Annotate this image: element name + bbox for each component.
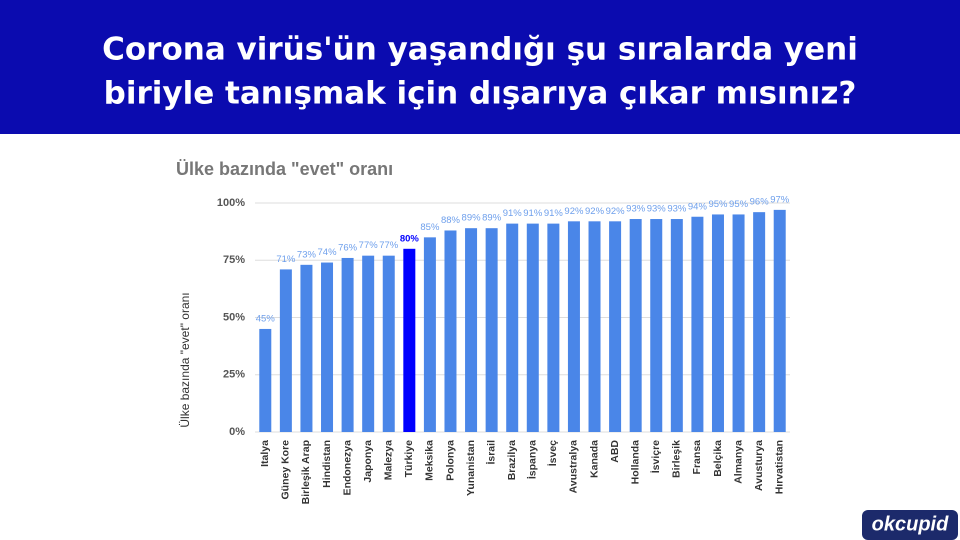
value-label: 92%	[585, 206, 605, 217]
value-label: 95%	[729, 199, 749, 210]
bar	[300, 264, 313, 432]
bar	[588, 221, 601, 432]
value-label: 91%	[544, 208, 564, 219]
bar	[732, 214, 745, 432]
value-label: 71%	[276, 254, 296, 265]
bar	[279, 269, 292, 432]
value-label: 88%	[441, 215, 461, 226]
y-tick-label: 50%	[223, 311, 245, 323]
x-tick-label: Brazilya	[506, 440, 518, 480]
logo: okcupid	[872, 513, 949, 535]
x-tick-label: Malezya	[383, 440, 395, 480]
bar	[670, 219, 683, 432]
x-tick-label: İsviçre	[649, 440, 662, 473]
bar	[485, 228, 498, 432]
bar	[629, 219, 642, 432]
value-label: 92%	[606, 206, 626, 217]
value-label: 77%	[379, 240, 399, 251]
y-axis-title: Ülke bazında "evet" oranı	[178, 292, 192, 427]
x-tick-label: Avusturya	[753, 440, 765, 491]
value-label: 96%	[750, 197, 770, 208]
x-tick-label: ABD	[609, 440, 621, 463]
x-tick-label: Güney Kore	[280, 440, 292, 500]
value-label: 77%	[359, 240, 379, 251]
x-tick-label: Hollanda	[629, 440, 641, 484]
x-tick-label: Avustralya	[568, 440, 580, 493]
value-label: 74%	[318, 247, 338, 258]
bar	[506, 223, 519, 432]
x-tick-label: İsveç	[546, 440, 559, 466]
x-tick-label: Hindistan	[321, 440, 333, 488]
bar	[259, 328, 272, 432]
bar	[423, 237, 436, 432]
x-tick-label: İsrail	[484, 440, 497, 465]
bar	[444, 230, 457, 432]
value-label: 93%	[647, 204, 667, 215]
chart-title: Ülke bazında "evet" oranı	[176, 159, 393, 179]
bar	[773, 209, 786, 432]
x-tick-label: Birleşik Arap	[300, 440, 312, 504]
bar	[382, 255, 395, 432]
x-tick-label: Japonya	[362, 440, 374, 483]
value-label: 85%	[420, 222, 440, 233]
value-label: 97%	[770, 194, 790, 205]
x-tick-label: Türkiye	[403, 440, 415, 478]
bar	[650, 219, 663, 432]
x-tick-label: İspanya	[526, 440, 539, 479]
value-label: 89%	[462, 213, 482, 224]
y-tick-label: 25%	[223, 369, 245, 381]
value-label: 89%	[482, 213, 502, 224]
bar	[547, 223, 560, 432]
header-line: biriyle tanışmak için dışarıya çıkar mıs…	[104, 76, 857, 112]
x-tick-label: Hırvatistan	[773, 440, 785, 494]
bar	[711, 214, 724, 432]
value-label: 93%	[626, 204, 646, 215]
value-label: 80%	[400, 233, 420, 244]
x-tick-label: Almanya	[732, 440, 744, 484]
x-tick-label: Polonya	[444, 440, 456, 481]
x-tick-label: Meksika	[424, 440, 436, 481]
bar	[753, 212, 766, 432]
value-label: 95%	[708, 199, 728, 210]
bar	[691, 216, 704, 432]
y-tick-label: 0%	[229, 426, 245, 438]
bar	[567, 221, 580, 432]
x-tick-label: Kanada	[588, 440, 600, 478]
logo-badge	[862, 510, 958, 540]
bar	[403, 248, 416, 432]
bar	[341, 257, 354, 432]
header-line: Corona virüs'ün yaşandığı şu sıralarda y…	[102, 32, 858, 68]
x-tick-label: Fransa	[691, 440, 703, 475]
x-tick-label: Belçika	[712, 440, 724, 477]
value-label: 91%	[523, 208, 543, 219]
x-tick-label: Italya	[259, 440, 271, 467]
value-label: 92%	[564, 206, 584, 217]
bar	[362, 255, 375, 432]
bar	[321, 262, 334, 432]
value-label: 45%	[256, 313, 276, 324]
value-label: 76%	[338, 242, 358, 253]
header-banner	[0, 0, 960, 134]
x-tick-label: Endonezya	[341, 440, 353, 496]
value-label: 73%	[297, 249, 317, 260]
y-tick-label: 75%	[223, 254, 245, 266]
bar	[609, 221, 622, 432]
value-label: 94%	[688, 201, 708, 212]
value-label: 91%	[503, 208, 523, 219]
bar	[526, 223, 539, 432]
x-tick-label: Birleşik	[671, 440, 683, 478]
y-tick-label: 100%	[217, 197, 245, 209]
bar	[465, 228, 478, 432]
value-label: 93%	[667, 204, 687, 215]
x-tick-label: Yunanistan	[465, 440, 477, 496]
